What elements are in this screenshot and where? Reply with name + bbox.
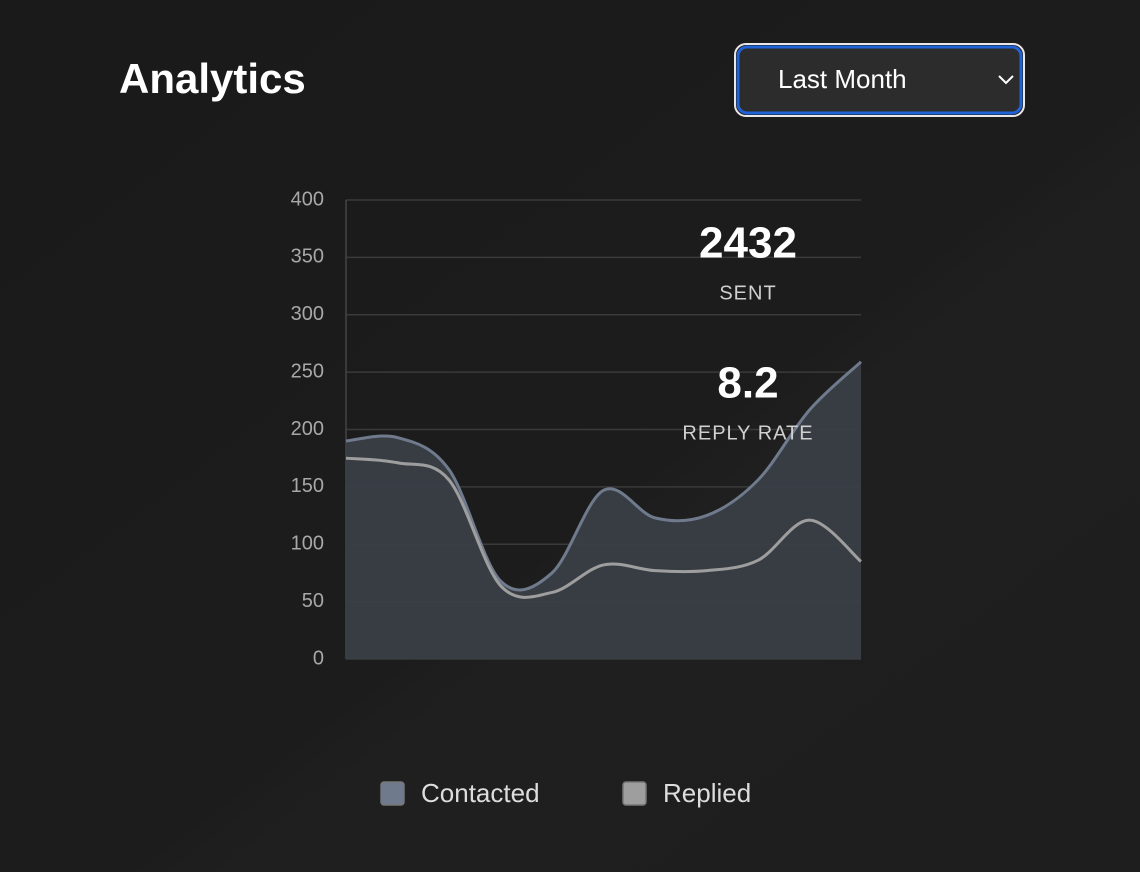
- legend-label: Contacted: [421, 778, 540, 808]
- page-title: Analytics: [119, 55, 306, 102]
- y-tick-label: 150: [291, 475, 324, 497]
- period-select[interactable]: Last Month: [734, 43, 1025, 117]
- y-tick-label: 250: [291, 360, 324, 382]
- stat-label: REPLY RATE: [682, 422, 813, 444]
- legend-swatch: [622, 781, 647, 806]
- select-value: Last Month: [778, 64, 907, 94]
- legend-label: Replied: [663, 778, 751, 808]
- y-tick-label: 0: [313, 647, 324, 669]
- select-box[interactable]: [736, 45, 1023, 115]
- y-tick-label: 350: [291, 246, 324, 268]
- chart: 0 50 100 150 200 250 300 350 400: [291, 188, 863, 669]
- y-tick-label: 200: [291, 418, 324, 440]
- legend: Contacted Replied: [380, 778, 751, 808]
- stats: 2432 SENT 8.2 REPLY RATE: [682, 219, 813, 445]
- stat-value: 8.2: [717, 359, 778, 408]
- stat-label: SENT: [719, 282, 776, 304]
- series-area: [346, 361, 861, 659]
- y-tick-label: 400: [291, 188, 324, 210]
- chevron: [998, 75, 1014, 85]
- legend-swatch: [380, 781, 405, 806]
- y-tick-label: 300: [291, 303, 324, 325]
- select-outline: [734, 43, 1025, 117]
- y-tick-label: 50: [302, 590, 324, 612]
- series-line: [345, 456, 862, 599]
- y-tick-label: 100: [291, 533, 324, 555]
- series-line: [345, 360, 863, 592]
- stat-value: 2432: [699, 219, 797, 268]
